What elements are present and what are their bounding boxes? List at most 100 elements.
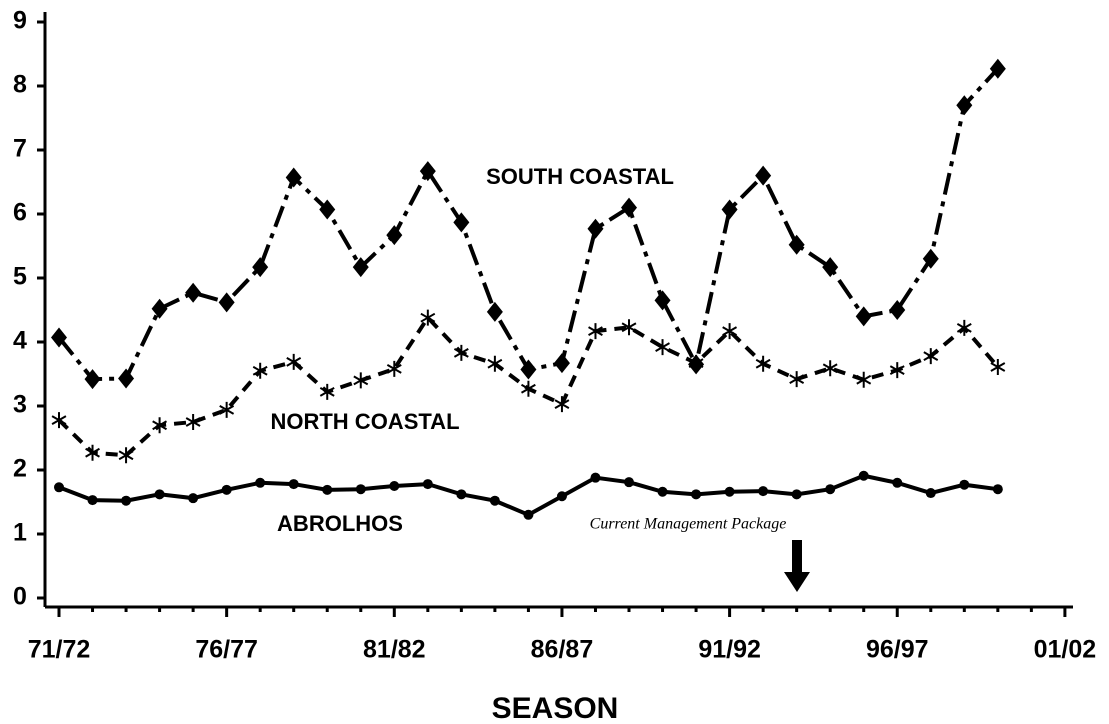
marker — [822, 257, 839, 278]
marker — [789, 371, 805, 388]
marker — [252, 257, 269, 278]
y-tick-label: 4 — [13, 327, 27, 355]
marker — [255, 477, 266, 488]
marker — [892, 477, 903, 488]
marker — [420, 309, 436, 326]
x-tick-label: 01/02 — [1034, 636, 1097, 664]
marker — [486, 301, 503, 322]
marker — [925, 488, 936, 499]
marker — [889, 362, 905, 379]
marker — [185, 282, 202, 303]
marker — [252, 362, 268, 379]
marker — [721, 199, 738, 220]
marker — [84, 369, 101, 390]
y-tick-label: 6 — [13, 199, 27, 227]
y-tick-label: 1 — [13, 519, 27, 547]
marker — [218, 292, 235, 313]
marker — [956, 319, 972, 336]
marker — [520, 380, 536, 397]
marker — [322, 484, 333, 495]
marker — [355, 484, 366, 495]
marker — [553, 353, 570, 374]
marker — [825, 484, 836, 495]
marker — [922, 248, 939, 269]
marker — [118, 447, 134, 464]
series-line — [57, 67, 1000, 382]
annotation: Current Management Package — [590, 516, 787, 533]
marker — [87, 495, 98, 506]
y-tick-label: 3 — [13, 391, 27, 419]
y-tick-label: 9 — [13, 7, 27, 35]
marker — [219, 401, 235, 418]
y-tick-label: 5 — [13, 263, 27, 291]
marker — [992, 484, 1003, 495]
marker — [221, 484, 232, 495]
marker — [188, 493, 199, 504]
marker — [286, 353, 302, 370]
marker — [319, 199, 336, 220]
marker — [51, 327, 67, 348]
y-tick-label: 7 — [13, 135, 27, 163]
marker — [453, 344, 469, 361]
marker — [758, 486, 769, 497]
x-tick-label: 96/97 — [866, 636, 929, 664]
series-label: SOUTH COASTAL — [486, 164, 674, 189]
y-tick-label: 0 — [13, 583, 27, 611]
marker — [319, 383, 335, 400]
marker — [624, 477, 635, 488]
marker — [755, 165, 772, 186]
marker — [856, 371, 872, 388]
marker — [422, 479, 433, 490]
marker — [654, 290, 671, 311]
marker — [419, 161, 436, 182]
marker — [855, 306, 872, 327]
marker — [151, 298, 168, 319]
marker — [185, 414, 201, 430]
series-label: ABROLHOS — [277, 511, 403, 536]
x-tick-label: 76/77 — [195, 636, 258, 664]
marker — [788, 234, 805, 255]
marker — [923, 348, 939, 365]
y-tick-label: 8 — [13, 71, 27, 99]
marker — [154, 489, 165, 500]
arrow — [784, 540, 810, 592]
marker — [989, 58, 1006, 79]
marker — [489, 495, 500, 506]
marker — [520, 359, 537, 380]
x-tick-label: 91/92 — [698, 636, 761, 664]
marker — [655, 339, 670, 356]
marker — [152, 417, 168, 434]
marker — [121, 495, 132, 506]
marker — [386, 360, 402, 377]
marker — [791, 489, 802, 500]
marker — [556, 491, 567, 502]
marker — [587, 218, 604, 239]
x-tick-label: 71/72 — [28, 636, 91, 664]
marker — [722, 323, 738, 340]
marker — [889, 300, 906, 320]
marker — [285, 167, 302, 188]
marker — [51, 412, 67, 429]
marker — [386, 225, 403, 246]
marker — [389, 481, 400, 491]
marker — [588, 323, 603, 340]
series-line — [58, 473, 999, 518]
marker — [554, 396, 570, 413]
x-axis-title: SEASON — [492, 692, 619, 724]
marker — [621, 319, 637, 336]
marker — [523, 509, 534, 520]
x-tick-label: 86/87 — [531, 636, 594, 664]
marker — [858, 470, 869, 481]
marker — [456, 489, 467, 500]
marker — [590, 472, 601, 483]
marker — [755, 355, 771, 372]
marker — [956, 95, 973, 116]
marker — [691, 489, 702, 500]
marker — [621, 197, 638, 218]
marker — [118, 368, 135, 389]
marker — [657, 486, 668, 497]
marker — [453, 212, 470, 233]
marker — [352, 257, 369, 278]
marker — [85, 444, 100, 461]
